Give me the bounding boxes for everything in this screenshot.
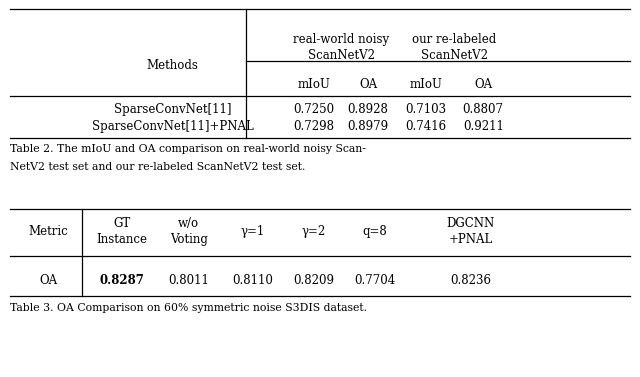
Text: 0.7416: 0.7416 [405, 120, 446, 133]
Text: Methods: Methods [147, 60, 199, 72]
Text: 0.8110: 0.8110 [232, 274, 273, 287]
Text: 0.8209: 0.8209 [293, 274, 334, 287]
Text: SparseConvNet[11]+PNAL: SparseConvNet[11]+PNAL [92, 120, 253, 133]
Text: NetV2 test set and our re-labeled ScanNetV2 test set.: NetV2 test set and our re-labeled ScanNe… [10, 162, 305, 172]
Text: 0.7103: 0.7103 [405, 103, 446, 116]
Text: real-world noisy
ScanNetV2: real-world noisy ScanNetV2 [293, 33, 389, 61]
Text: OA: OA [39, 274, 57, 287]
Text: 0.8236: 0.8236 [450, 274, 491, 287]
Text: Table 3. OA Comparison on 60% symmetric noise S3DIS dataset.: Table 3. OA Comparison on 60% symmetric … [10, 303, 367, 314]
Text: OA: OA [474, 78, 492, 91]
Text: mIoU: mIoU [297, 78, 330, 91]
Text: OA: OA [359, 78, 377, 91]
Text: 0.8979: 0.8979 [348, 120, 388, 133]
Text: 0.8011: 0.8011 [168, 274, 209, 287]
Text: Table 2. The mIoU and OA comparison on real-world noisy Scan-: Table 2. The mIoU and OA comparison on r… [10, 144, 365, 154]
Text: our re-labeled
ScanNetV2: our re-labeled ScanNetV2 [412, 33, 497, 61]
Text: 0.8287: 0.8287 [99, 274, 144, 287]
Text: GT
Instance: GT Instance [96, 218, 147, 246]
Text: Metric: Metric [28, 225, 68, 238]
Text: SparseConvNet[11]: SparseConvNet[11] [114, 103, 232, 116]
Text: w/o
Voting: w/o Voting [170, 218, 208, 246]
Text: γ=2: γ=2 [301, 225, 326, 238]
Text: 0.7250: 0.7250 [293, 103, 334, 116]
Text: 0.8807: 0.8807 [463, 103, 504, 116]
Text: 0.7298: 0.7298 [293, 120, 334, 133]
Text: q=8: q=8 [362, 225, 387, 238]
Text: γ=1: γ=1 [241, 225, 265, 238]
Text: 0.9211: 0.9211 [463, 120, 504, 133]
Text: 0.8928: 0.8928 [348, 103, 388, 116]
Text: mIoU: mIoU [409, 78, 442, 91]
Text: DGCNN
+PNAL: DGCNN +PNAL [446, 218, 495, 246]
Text: 0.7704: 0.7704 [354, 274, 395, 287]
